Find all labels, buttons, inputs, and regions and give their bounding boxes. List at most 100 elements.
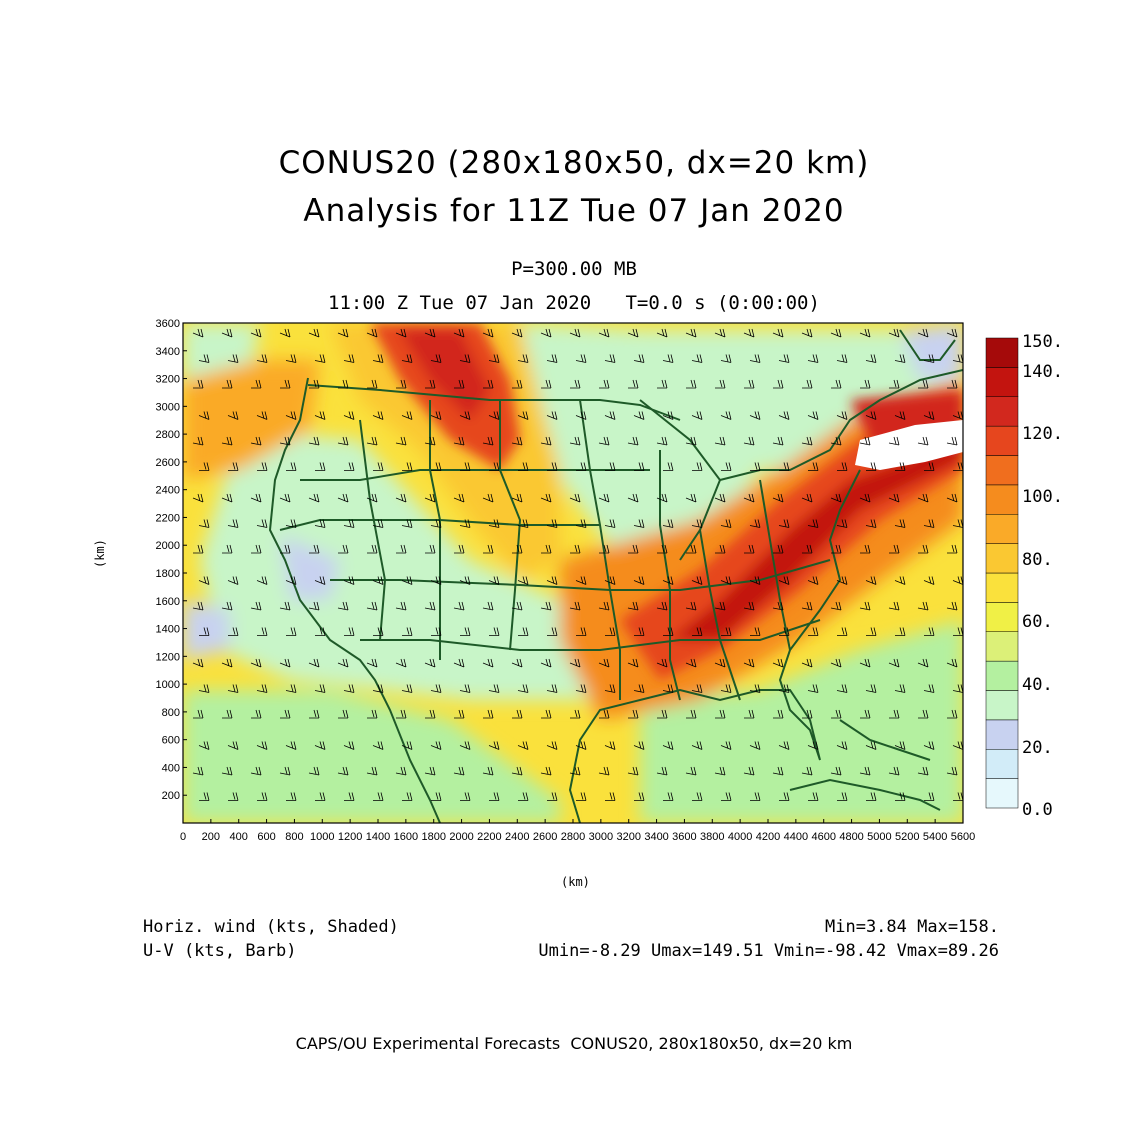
wind-barb xyxy=(517,354,529,363)
wind-barb xyxy=(482,436,494,446)
wind-barb xyxy=(280,379,291,389)
wind-barb xyxy=(691,741,703,750)
wind-barb xyxy=(952,684,964,693)
wind-barb xyxy=(314,354,326,363)
wind-barb xyxy=(575,354,587,363)
x-tick-label: 600 xyxy=(257,831,275,843)
wind-barb xyxy=(807,519,819,528)
wind-barb xyxy=(285,519,297,528)
wind-barb xyxy=(198,684,210,693)
wind-barb xyxy=(547,462,558,471)
colorbar-swatch xyxy=(985,455,1019,486)
wind-barbs xyxy=(192,328,964,801)
wind-barb xyxy=(227,684,239,693)
wind-barb xyxy=(343,519,355,528)
wind-barb xyxy=(424,766,436,776)
wind-barb xyxy=(662,354,674,363)
wind-barb xyxy=(373,792,384,801)
y-tick-label: 1200 xyxy=(156,651,180,663)
wind-barb xyxy=(396,379,407,389)
wind-barb xyxy=(830,658,842,668)
wind-barb xyxy=(540,328,552,338)
wind-barb xyxy=(923,684,935,693)
colorbar-swatch xyxy=(985,631,1019,662)
wind-barb xyxy=(570,379,581,389)
y-tick-label: 2600 xyxy=(156,457,180,469)
wind-barb xyxy=(343,741,355,750)
wind-barb xyxy=(192,601,204,611)
wind-barb xyxy=(946,436,958,446)
wind-barb xyxy=(251,709,262,719)
wind-barb xyxy=(691,411,703,420)
wind-barb xyxy=(657,709,668,719)
colorbar-swatch xyxy=(985,749,1019,779)
wind-barb xyxy=(250,493,262,503)
wind-barb xyxy=(657,544,668,554)
wind-barb xyxy=(685,493,697,503)
wind-barb xyxy=(831,379,842,389)
y-tick-label: 200 xyxy=(162,790,180,802)
wind-barb xyxy=(866,792,877,801)
wind-barb xyxy=(401,411,413,420)
wind-barb xyxy=(483,709,494,719)
title-line-1: CONUS20 (280x180x50, dx=20 km) xyxy=(278,145,870,181)
wind-barb xyxy=(402,462,413,471)
wind-barb xyxy=(692,462,703,471)
wind-barb xyxy=(366,601,378,611)
wind-barb xyxy=(396,544,407,554)
title-line-2: Analysis for 11Z Tue 07 Jan 2020 xyxy=(303,193,845,229)
wind-barb xyxy=(575,684,587,693)
wind-barb xyxy=(372,576,384,585)
wind-barb xyxy=(721,462,732,471)
wind-barb xyxy=(517,519,529,528)
wind-barb xyxy=(286,792,297,801)
wind-barb xyxy=(715,544,726,554)
wind-barb xyxy=(865,684,877,693)
colorbar-label: 100. xyxy=(1022,487,1063,507)
wind-barb xyxy=(482,766,494,776)
x-tick-label: 5000 xyxy=(867,831,891,843)
wind-barb xyxy=(431,792,442,801)
x-tick-label: 3800 xyxy=(700,831,724,843)
wind-barb xyxy=(749,519,761,528)
wind-barb xyxy=(604,519,616,528)
wind-barb xyxy=(198,411,210,420)
wind-barb xyxy=(430,519,442,528)
wind-barb xyxy=(337,493,349,503)
x-tick-label: 400 xyxy=(230,831,248,843)
wind-barb xyxy=(460,462,471,471)
wind-barb xyxy=(749,684,761,693)
wind-barb xyxy=(547,792,558,801)
wind-barb xyxy=(424,493,436,503)
wind-barb xyxy=(257,462,268,471)
x-tick-label: 2400 xyxy=(505,831,529,843)
wind-barb xyxy=(691,354,703,363)
y-tick-label: 3400 xyxy=(156,346,180,358)
wind-barb xyxy=(604,354,616,363)
colorbar-swatch xyxy=(985,396,1019,427)
wind-barb xyxy=(488,684,500,693)
wind-barb xyxy=(749,741,761,750)
x-tick-label: 3200 xyxy=(616,831,640,843)
wind-barb xyxy=(395,328,407,338)
wind-barb xyxy=(315,462,326,471)
wind-barb xyxy=(946,328,958,338)
min-max-stats: Min=3.84 Max=158. xyxy=(825,917,999,937)
wind-barb xyxy=(605,627,616,636)
wind-barb xyxy=(720,741,732,750)
wind-barb xyxy=(488,741,500,750)
wind-barb xyxy=(221,766,233,776)
wind-barb xyxy=(192,658,204,668)
wind-barb xyxy=(338,709,349,719)
wind-barb xyxy=(453,658,465,668)
wind-barb xyxy=(576,462,587,471)
wind-barb xyxy=(720,684,732,693)
wind-barb xyxy=(250,766,262,776)
wind-barb xyxy=(778,411,790,420)
x-tick-label: 4800 xyxy=(839,831,863,843)
wind-barb xyxy=(459,354,471,363)
wind-barb xyxy=(888,493,900,503)
wind-barb xyxy=(685,601,697,611)
wind-barb xyxy=(779,462,790,471)
wind-barb xyxy=(511,766,523,776)
